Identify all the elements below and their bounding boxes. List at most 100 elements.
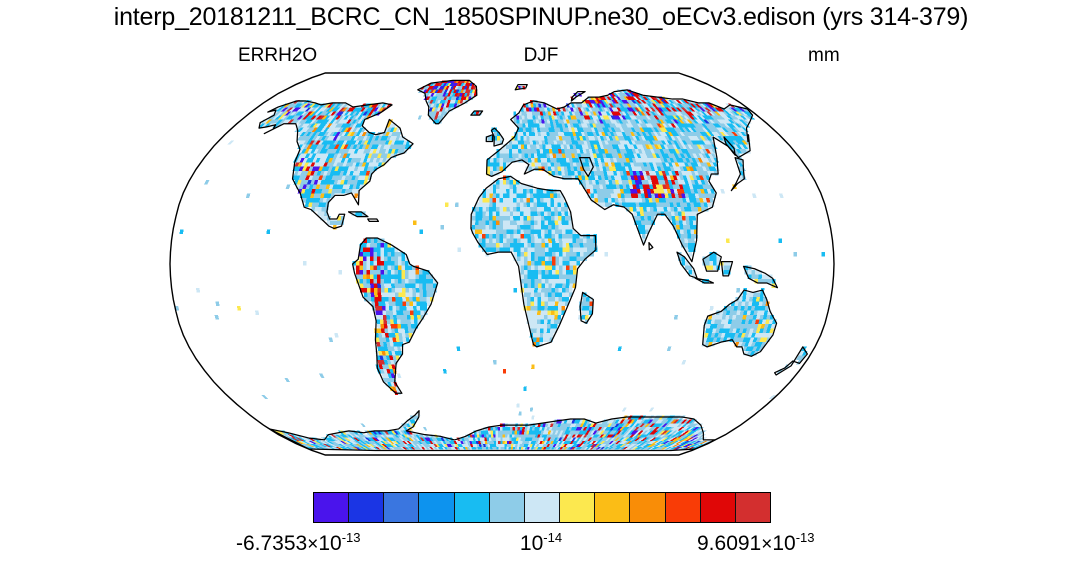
data-cell — [554, 315, 558, 320]
data-cell — [648, 153, 654, 158]
data-cell — [564, 211, 569, 217]
data-cell — [475, 225, 479, 230]
data-cell — [647, 437, 655, 441]
data-cell — [308, 444, 317, 447]
data-cell — [596, 127, 602, 132]
data-cell — [610, 115, 616, 120]
data-cell — [642, 444, 650, 447]
data-cell — [349, 444, 356, 447]
data-cell — [744, 319, 750, 325]
data-cell — [594, 162, 600, 167]
data-cell — [540, 216, 545, 221]
data-cell — [387, 256, 391, 262]
data-cell — [635, 131, 641, 137]
data-cell — [530, 211, 534, 217]
data-cell — [685, 198, 690, 203]
data-cell — [573, 446, 578, 450]
data-cell — [534, 270, 538, 275]
data-cell — [548, 229, 552, 235]
data-cell — [542, 127, 547, 132]
data-cell — [469, 446, 473, 450]
data-cell — [670, 136, 676, 141]
data-cell — [414, 319, 418, 325]
data-cell — [599, 446, 606, 450]
data-cell — [602, 430, 607, 435]
data-cell — [321, 175, 327, 181]
data-cell — [615, 115, 621, 120]
data-cell — [376, 270, 381, 275]
data-cell — [654, 434, 662, 438]
data-cell — [737, 333, 743, 338]
data-cell — [593, 189, 598, 194]
data-cell — [530, 283, 535, 289]
data-cell — [699, 131, 706, 137]
data-cell — [680, 115, 687, 120]
data-cell — [326, 153, 332, 158]
data-cell — [616, 446, 622, 450]
data-cell — [625, 123, 631, 128]
data-cell — [689, 119, 696, 124]
data-cell — [670, 211, 675, 217]
data-cell — [329, 119, 336, 124]
data-cell — [410, 319, 415, 325]
data-cell — [585, 430, 590, 435]
data-cell — [456, 446, 460, 450]
data-cell — [399, 446, 406, 450]
data-cell — [569, 265, 573, 271]
data-cell — [374, 153, 379, 158]
data-cell — [701, 127, 709, 132]
data-cell — [754, 306, 759, 311]
data-cell — [367, 153, 373, 158]
data-cell — [678, 216, 683, 221]
data-cell — [537, 131, 541, 137]
data-cell — [533, 144, 537, 149]
data-cell — [356, 157, 362, 163]
data-cell — [534, 131, 539, 137]
data-cell — [291, 107, 299, 112]
data-cell — [368, 444, 375, 447]
data-cell — [637, 166, 643, 172]
data-cell — [667, 193, 673, 199]
data-cell — [328, 446, 337, 450]
data-cell — [541, 288, 545, 293]
data-cell — [405, 297, 410, 302]
data-cell — [799, 355, 805, 361]
data-cell — [512, 427, 516, 431]
data-cell — [660, 427, 667, 431]
data-cell — [634, 111, 640, 116]
data-cell — [651, 144, 657, 149]
data-cell — [376, 274, 381, 280]
data-cell — [681, 434, 690, 438]
data-cell — [544, 252, 549, 257]
data-cell — [672, 175, 678, 181]
data-cell — [633, 427, 640, 431]
data-cell — [300, 162, 306, 167]
data-cell — [638, 180, 643, 185]
data-cell — [489, 211, 493, 217]
data-cell — [401, 328, 406, 334]
data-cell — [670, 189, 675, 194]
data-cell — [384, 288, 389, 293]
data-cell — [692, 437, 701, 441]
data-cell — [367, 144, 373, 149]
data-cell — [670, 131, 677, 137]
data-cell — [692, 166, 698, 172]
data-cell — [595, 131, 600, 137]
data-cell — [642, 144, 647, 149]
data-cell — [556, 162, 561, 167]
data-cell — [598, 437, 604, 441]
data-cell — [351, 175, 356, 181]
data-cell — [650, 131, 656, 137]
data-cell — [309, 198, 314, 203]
data-cell — [523, 386, 527, 391]
data-cell — [330, 111, 337, 116]
data-cell — [603, 444, 609, 447]
data-cell — [337, 434, 345, 438]
data-cell — [496, 220, 500, 226]
data-cell — [516, 243, 521, 248]
data-cell — [327, 115, 334, 120]
data-cell — [607, 437, 613, 441]
data-cell — [602, 166, 607, 172]
data-cell — [423, 297, 427, 302]
data-cell — [485, 446, 489, 450]
